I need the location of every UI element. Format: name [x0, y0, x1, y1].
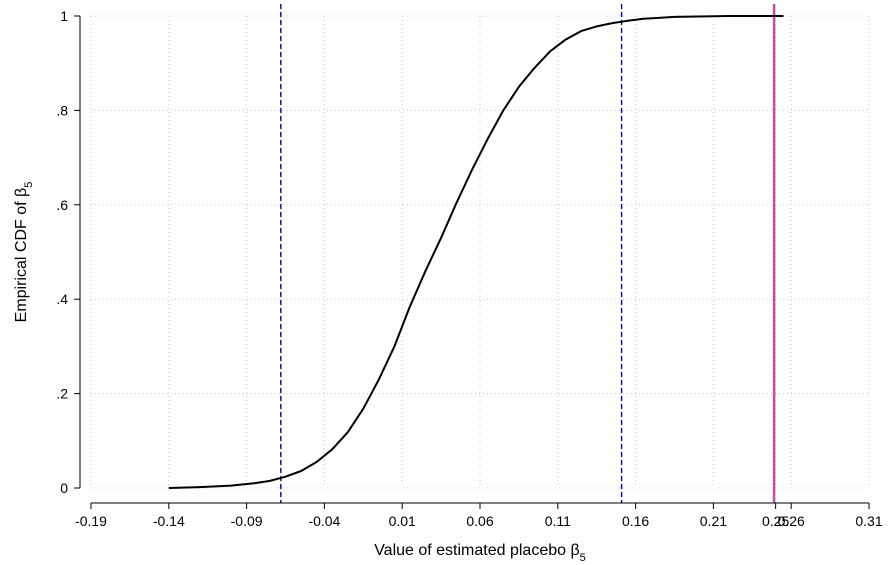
cdf-line — [168, 15, 784, 489]
y-tick-label: 1 — [60, 8, 68, 24]
tick-labels: 0 .2 .4 .6 .8 1 -0.19 -0.14 -0.09 -0.04 0.01 0.06 0.… — [56, 8, 883, 529]
x-tick-label: 0.01 — [389, 513, 416, 529]
x-tick-label: 0.16 — [622, 513, 649, 529]
y-tick-label: .8 — [56, 102, 68, 118]
x-axis-title-main: Value of estimated placebo β — [374, 542, 579, 559]
x-tick-label: 0.26 — [778, 513, 805, 529]
y-tick-label: .6 — [56, 197, 68, 213]
x-axis-title-subscript: 5 — [580, 552, 586, 564]
y-axis-title-subscript: 5 — [23, 182, 35, 188]
series-layer — [168, 15, 784, 489]
x-tick-label: 0.21 — [700, 513, 727, 529]
y-axis-title: Empirical CDF of β5 — [13, 182, 35, 323]
y-tick-label: .4 — [56, 291, 68, 307]
x-tick-label: 0.25 — [762, 513, 789, 529]
x-tick-label: 0.06 — [466, 513, 493, 529]
x-tick-label: -0.04 — [308, 513, 340, 529]
x-tick-label: -0.14 — [153, 513, 185, 529]
x-tick-label: -0.19 — [75, 513, 107, 529]
x-tick-label: 0.11 — [545, 513, 571, 529]
y-tick-label: .2 — [56, 386, 68, 402]
axes-layer — [74, 15, 870, 509]
y-axis-title-main: Empirical CDF of β — [13, 188, 30, 323]
grid-layer — [90, 15, 870, 489]
y-tick-label: 0 — [60, 480, 68, 496]
reference-lines — [280, 4, 776, 503]
x-tick-label: 0.31 — [855, 513, 882, 529]
x-tick-label: -0.09 — [231, 513, 263, 529]
x-axis-title: Value of estimated placebo β5 — [374, 542, 586, 564]
